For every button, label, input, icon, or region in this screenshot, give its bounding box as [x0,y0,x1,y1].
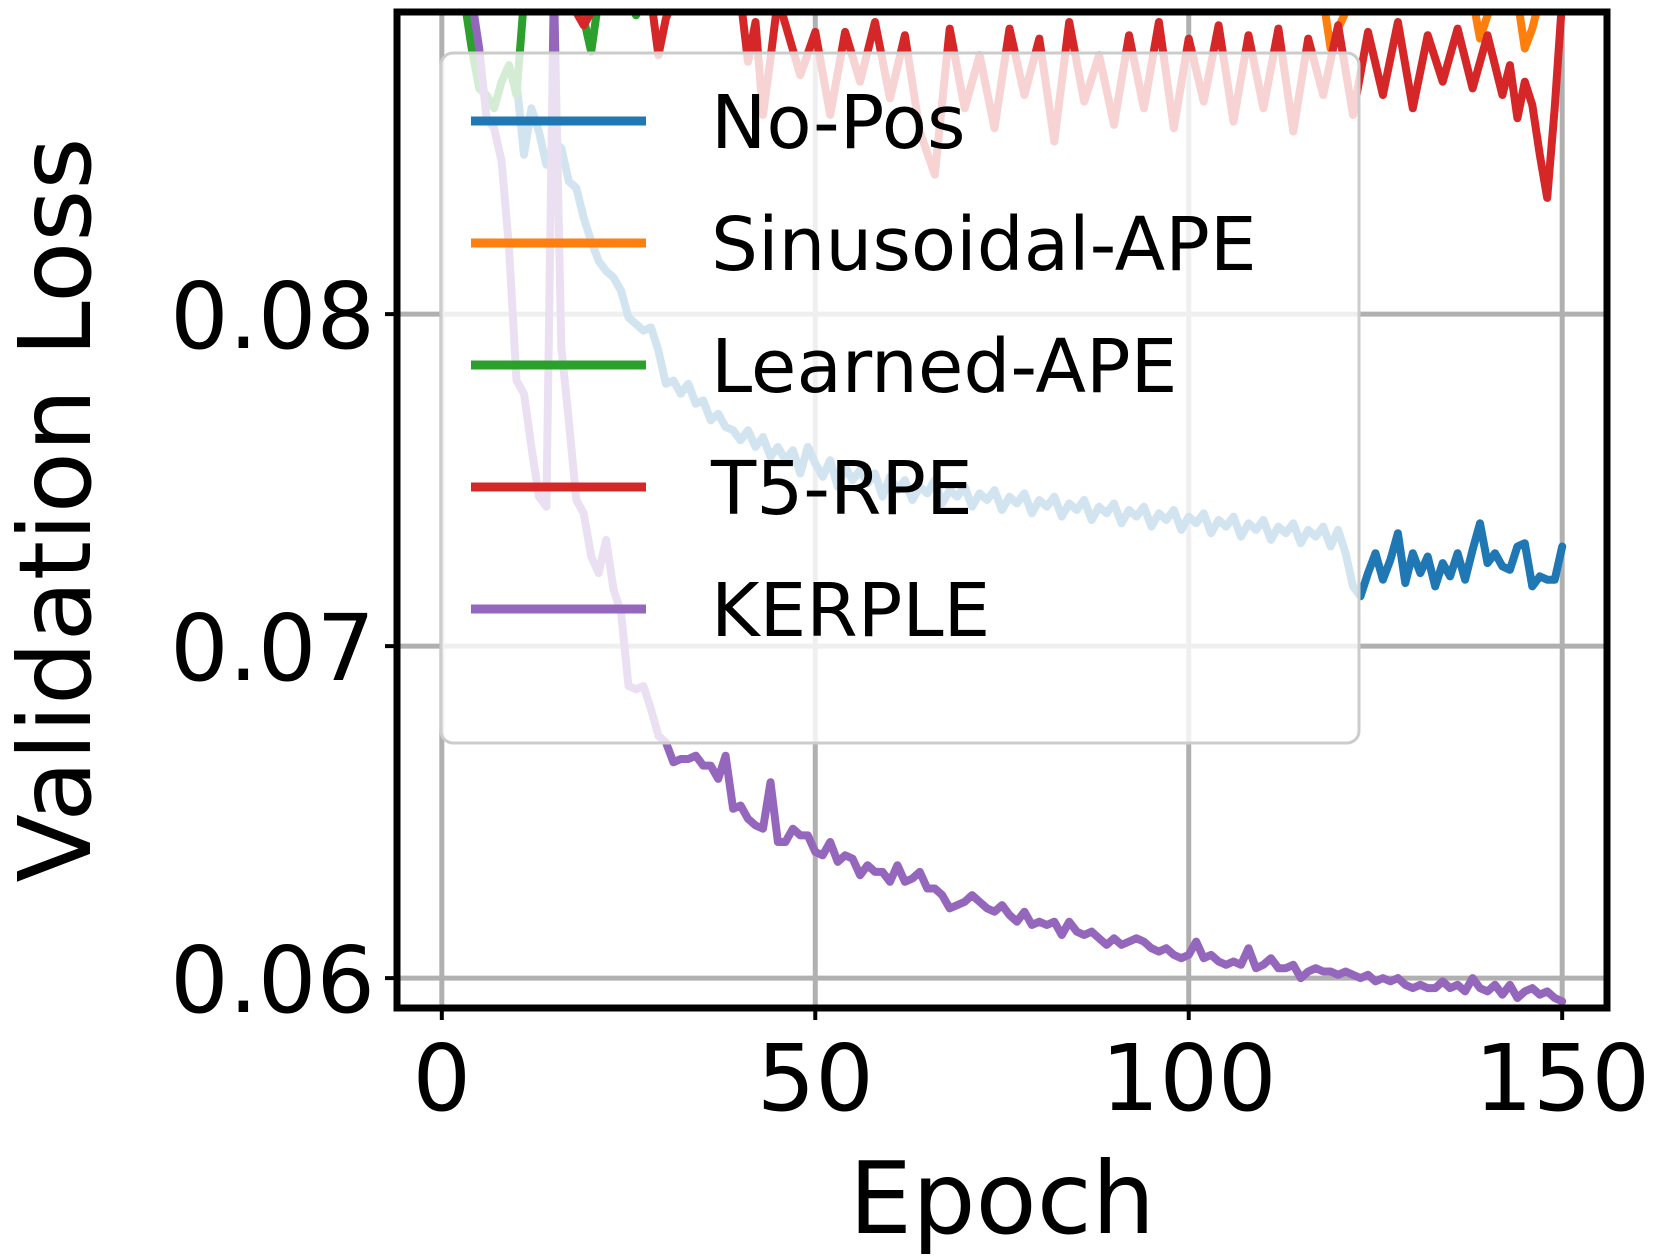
axis-ticks: 0 50 100 150 0.06 0.07 0.08 [170,263,1650,1132]
x-axis-label: Epoch [849,1140,1155,1257]
legend-label: No-Pos [711,80,966,166]
legend: No-Pos Sinusoidal-APE Learned-APE T5-RPE KER… [439,51,1361,745]
x-tick-label: 0 [413,1025,472,1132]
plot-frame [393,8,1611,1012]
legend-box [439,51,1361,745]
legend-label: Sinusoidal-APE [711,202,1257,288]
y-tick-label: 0.06 [170,927,375,1034]
x-tick-label: 100 [1101,1025,1277,1132]
y-tick-label: 0.07 [170,595,375,702]
y-tick-label: 0.08 [170,263,375,370]
legend-label: T5-RPE [710,446,973,532]
legend-label: Learned-APE [711,324,1177,410]
x-tick-label: 50 [757,1025,874,1132]
legend-label: KERPLE [711,568,990,654]
y-axis-label: Validation Loss [0,138,114,883]
x-tick-label: 150 [1474,1025,1650,1132]
